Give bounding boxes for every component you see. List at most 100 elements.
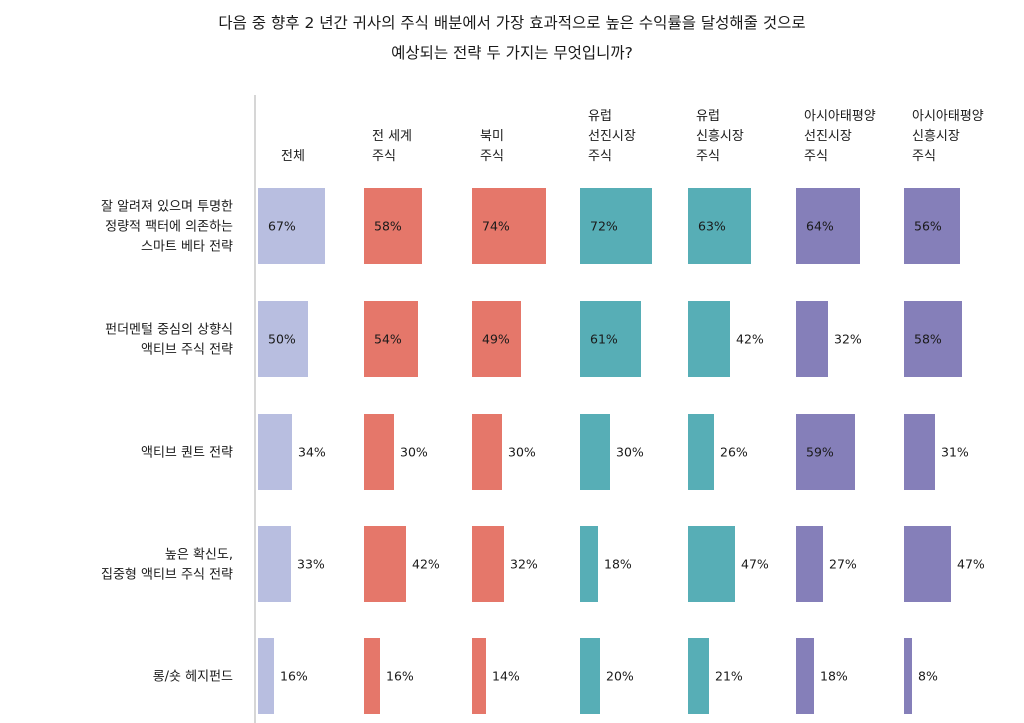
value-label-row4-col5: 47% xyxy=(741,557,769,572)
bar-row1-col4 xyxy=(580,188,652,264)
column-header-3-line-1: 북미 xyxy=(480,129,504,144)
value-label-row5-col3: 14% xyxy=(492,669,520,684)
value-label-row2-col7: 58% xyxy=(914,332,942,347)
bar-row4-col4 xyxy=(580,526,598,602)
value-label-row3-col5: 26% xyxy=(720,445,748,460)
row-label-4-line-2: 집중형 액티브 주식 전략 xyxy=(101,568,233,583)
value-label-row1-col3: 74% xyxy=(482,219,510,234)
bar-row3-col1 xyxy=(258,414,292,490)
value-label-row4-col1: 33% xyxy=(297,557,325,572)
value-label-row1-col2: 58% xyxy=(374,219,402,234)
bar-row4-col2 xyxy=(364,526,406,602)
value-label-row3-col6: 59% xyxy=(806,445,834,460)
value-label-row4-col6: 27% xyxy=(829,557,857,572)
column-header-6-line-3: 주식 xyxy=(804,149,828,164)
value-label-row1-col1: 67% xyxy=(268,219,296,234)
column-header-5-line-3: 주식 xyxy=(696,149,720,164)
value-label-row5-col6: 18% xyxy=(820,669,848,684)
value-label-row1-col5: 63% xyxy=(698,219,726,234)
value-label-row2-col5: 42% xyxy=(736,332,764,347)
value-label-row3-col2: 30% xyxy=(400,445,428,460)
column-header-7-line-2: 신흥시장 xyxy=(912,129,960,144)
bar-row4-col3 xyxy=(472,526,504,602)
bar-row2-col7 xyxy=(904,301,962,377)
value-label-row3-col7: 31% xyxy=(941,445,969,460)
column-header-5-line-1: 유럽 xyxy=(696,109,720,124)
bar-row4-col7 xyxy=(904,526,951,602)
bar-row1-col7 xyxy=(904,188,960,264)
bar-row2-col2 xyxy=(364,301,418,377)
value-label-row2-col2: 54% xyxy=(374,332,402,347)
value-label-row5-col2: 16% xyxy=(386,669,414,684)
chart-title-line-2: 예상되는 전략 두 가지는 무엇입니까? xyxy=(391,44,633,62)
value-label-row4-col7: 47% xyxy=(957,557,985,572)
value-label-row2-col6: 32% xyxy=(834,332,862,347)
value-label-row2-col3: 49% xyxy=(482,332,510,347)
column-header-2-line-2: 주식 xyxy=(372,149,396,164)
bar-row1-col2 xyxy=(364,188,422,264)
column-header-5-line-2: 신흥시장 xyxy=(696,129,744,144)
row-label-5-line-1: 롱/숏 헤지펀드 xyxy=(153,670,233,685)
value-label-row5-col5: 21% xyxy=(715,669,743,684)
bar-row4-col1 xyxy=(258,526,291,602)
column-header-7-line-1: 아시아태평양 xyxy=(912,109,984,124)
chart-title-line-1: 다음 중 향후 2 년간 귀사의 주식 배분에서 가장 효과적으로 높은 수익률… xyxy=(218,14,806,32)
column-header-3-line-2: 주식 xyxy=(480,149,504,164)
bar-row3-col6 xyxy=(796,414,855,490)
column-header-4-line-2: 선진시장 xyxy=(588,129,636,144)
bar-row5-col6 xyxy=(796,638,814,714)
bar-row5-col1 xyxy=(258,638,274,714)
bar-row1-col5 xyxy=(688,188,751,264)
bar-row4-col5 xyxy=(688,526,735,602)
bar-row2-col5 xyxy=(688,301,730,377)
value-label-row4-col3: 32% xyxy=(510,557,538,572)
value-label-row2-col4: 61% xyxy=(590,332,618,347)
bar-row4-col6 xyxy=(796,526,823,602)
column-header-2-line-1: 전 세계 xyxy=(372,129,412,144)
bar-row1-col3 xyxy=(472,188,546,264)
value-label-row5-col4: 20% xyxy=(606,669,634,684)
bar-row3-col4 xyxy=(580,414,610,490)
bar-row3-col7 xyxy=(904,414,935,490)
bar-row1-col1 xyxy=(258,188,325,264)
bars: 67% 58% 74% 72% 63% 64% 56% 50% 54% 49% 61% 42% 32% 5… xyxy=(258,188,985,714)
bar-row2-col6 xyxy=(796,301,828,377)
row-label-4-line-1: 높은 확신도, xyxy=(165,548,233,563)
column-header-4-line-3: 주식 xyxy=(588,149,612,164)
value-label-row3-col4: 30% xyxy=(616,445,644,460)
row-label-3-line-1: 액티브 퀀트 전략 xyxy=(141,446,233,461)
value-label-row2-col1: 50% xyxy=(268,332,296,347)
column-header-4-line-1: 유럽 xyxy=(588,109,612,124)
bar-row5-col2 xyxy=(364,638,380,714)
value-label-row3-col1: 34% xyxy=(298,445,326,460)
value-label-row1-col6: 64% xyxy=(806,219,834,234)
row-label-1-line-1: 잘 알려져 있으며 투명한 xyxy=(101,200,233,215)
column-header-6-line-2: 선진시장 xyxy=(804,129,852,144)
row-label-1-line-2: 정량적 팩터에 의존하는 xyxy=(105,220,233,235)
row-label-1-line-3: 스마트 베타 전략 xyxy=(141,240,233,255)
value-label-row5-col1: 16% xyxy=(280,669,308,684)
value-label-row3-col3: 30% xyxy=(508,445,536,460)
bar-row3-col5 xyxy=(688,414,714,490)
bar-row3-col2 xyxy=(364,414,394,490)
column-header-1-line-1: 전체 xyxy=(281,149,305,164)
bar-row2-col3 xyxy=(472,301,521,377)
row-label-2-line-2: 액티브 주식 전략 xyxy=(141,343,233,358)
bar-row5-col5 xyxy=(688,638,709,714)
value-label-row5-col7: 8% xyxy=(918,669,938,684)
column-header-7-line-3: 주식 xyxy=(912,149,936,164)
value-label-row1-col7: 56% xyxy=(914,219,942,234)
bar-row3-col3 xyxy=(472,414,502,490)
column-header-6-line-1: 아시아태평양 xyxy=(804,109,876,124)
row-label-2-line-1: 펀더멘털 중심의 상향식 xyxy=(105,323,233,338)
bar-row2-col1 xyxy=(258,301,308,377)
bar-row5-col4 xyxy=(580,638,600,714)
bar-row1-col6 xyxy=(796,188,860,264)
value-label-row1-col4: 72% xyxy=(590,219,618,234)
bar-row5-col3 xyxy=(472,638,486,714)
value-label-row4-col4: 18% xyxy=(604,557,632,572)
chart-title: 다음 중 향후 2 년간 귀사의 주식 배분에서 가장 효과적으로 높은 수익률… xyxy=(0,8,1024,68)
